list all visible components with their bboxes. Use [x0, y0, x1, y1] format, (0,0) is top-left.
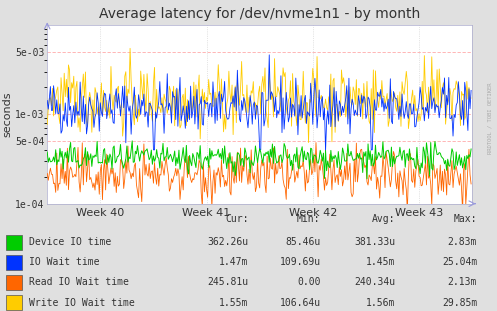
Bar: [6, 235, 22, 250]
Text: Cur:: Cur:: [225, 214, 248, 224]
Title: Average latency for /dev/nvme1n1 - by month: Average latency for /dev/nvme1n1 - by mo…: [99, 7, 420, 21]
Text: RRDTOOL / TOBI OETIKER: RRDTOOL / TOBI OETIKER: [487, 82, 492, 154]
Text: 25.04m: 25.04m: [442, 258, 477, 267]
Text: 245.81u: 245.81u: [207, 277, 248, 287]
Bar: [6, 295, 22, 310]
Bar: [6, 275, 22, 290]
Text: 109.69u: 109.69u: [279, 258, 321, 267]
Text: 29.85m: 29.85m: [442, 298, 477, 308]
Text: 381.33u: 381.33u: [354, 237, 395, 247]
Text: IO Wait time: IO Wait time: [29, 258, 100, 267]
Text: 106.64u: 106.64u: [279, 298, 321, 308]
Text: 2.13m: 2.13m: [448, 277, 477, 287]
Bar: [6, 255, 22, 270]
Text: Read IO Wait time: Read IO Wait time: [29, 277, 129, 287]
Text: 2.83m: 2.83m: [448, 237, 477, 247]
Text: Avg:: Avg:: [372, 214, 395, 224]
Text: 362.26u: 362.26u: [207, 237, 248, 247]
Text: 0.00: 0.00: [297, 277, 321, 287]
Y-axis label: seconds: seconds: [2, 91, 12, 137]
Text: 1.45m: 1.45m: [366, 258, 395, 267]
Text: Max:: Max:: [454, 214, 477, 224]
Text: Device IO time: Device IO time: [29, 237, 111, 247]
Text: 240.34u: 240.34u: [354, 277, 395, 287]
Text: 1.47m: 1.47m: [219, 258, 248, 267]
Text: Write IO Wait time: Write IO Wait time: [29, 298, 135, 308]
Text: Min:: Min:: [297, 214, 321, 224]
Text: 1.55m: 1.55m: [219, 298, 248, 308]
Text: 1.56m: 1.56m: [366, 298, 395, 308]
Text: 85.46u: 85.46u: [285, 237, 321, 247]
